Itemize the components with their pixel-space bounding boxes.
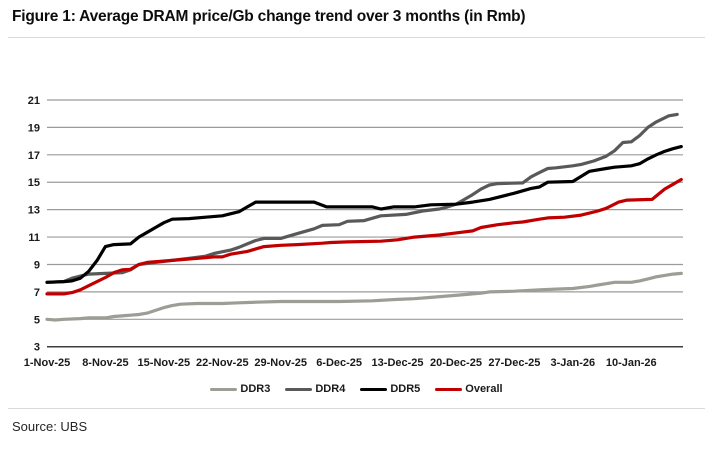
y-tick-label-21: 21 [28, 95, 40, 107]
x-tick-label: 8-Nov-25 [82, 357, 128, 369]
legend-label: DDR5 [390, 383, 421, 395]
y-tick-label-15: 15 [28, 177, 40, 189]
y-tick-label-5: 5 [34, 314, 40, 326]
x-tick-label: 20-Dec-25 [430, 357, 482, 369]
footer-divider [8, 408, 705, 409]
legend-swatch-ddr4 [285, 387, 313, 391]
legend-item-ddr4: DDR4 [285, 383, 345, 395]
x-tick-label: 29-Nov-25 [254, 357, 307, 369]
source-note: Source: UBS [12, 419, 88, 434]
legend-item-ddr5: DDR5 [360, 383, 420, 395]
y-tick-label-17: 17 [28, 150, 40, 162]
legend-swatch-overall [435, 387, 463, 391]
x-tick-label: 6-Dec-25 [316, 357, 362, 369]
x-tick-label: 3-Jan-26 [551, 357, 596, 369]
series-line-ddr4 [45, 112, 679, 284]
figure-title: Figure 1: Average DRAM price/Gb change t… [12, 8, 526, 25]
series-line-ddr3 [45, 271, 683, 322]
legend-label: DDR4 [315, 383, 346, 395]
y-tick-label-11: 11 [28, 232, 40, 244]
legend-swatch-ddr5 [360, 387, 388, 391]
legend-label: Overall [465, 383, 503, 395]
legend-item-ddr3: DDR3 [210, 383, 270, 395]
y-tick-label-13: 13 [28, 205, 40, 217]
x-tick-label: 22-Nov-25 [196, 357, 249, 369]
y-tick-label-9: 9 [34, 259, 40, 271]
series-line-ddr5 [45, 145, 683, 284]
x-tick-label: 15-Nov-25 [138, 357, 191, 369]
y-tick-label-19: 19 [28, 122, 40, 134]
legend-item-overall: Overall [435, 383, 503, 395]
legend-label: DDR3 [240, 383, 271, 395]
x-tick-label: 13-Dec-25 [372, 357, 424, 369]
series-line-overall [45, 177, 683, 296]
y-tick-label-3: 3 [34, 342, 40, 354]
y-tick-label-7: 7 [34, 287, 40, 299]
legend-swatch-ddr3 [210, 387, 238, 391]
x-tick-label: 1-Nov-25 [24, 357, 70, 369]
title-divider [8, 37, 705, 38]
x-tick-label: 27-Dec-25 [488, 357, 540, 369]
chart-legend: DDR3 DDR4 DDR5 Overall [0, 383, 713, 395]
x-tick-label: 10-Jan-26 [606, 357, 657, 369]
